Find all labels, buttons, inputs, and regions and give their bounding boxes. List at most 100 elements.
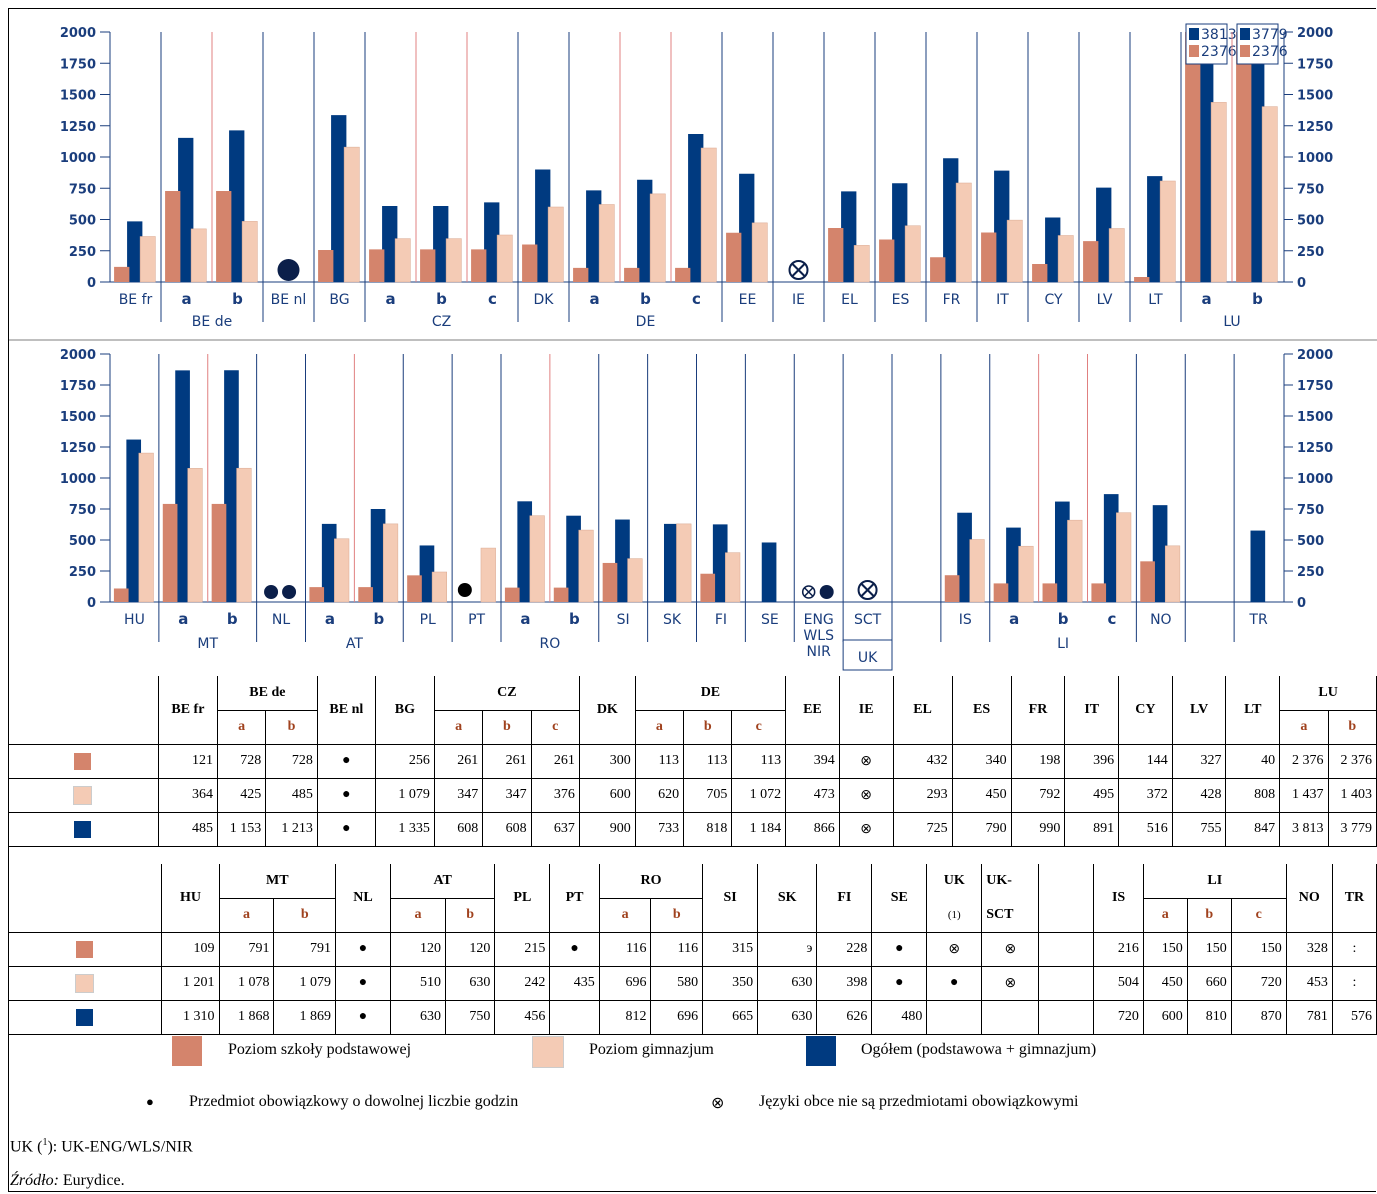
th-dk: DK xyxy=(578,676,636,745)
th-uk-footnote: (1) xyxy=(926,898,983,933)
th-lu: LU xyxy=(1279,676,1377,711)
legend-primary-swatch xyxy=(172,1036,202,1066)
table-cell: 510 xyxy=(389,965,446,1001)
table-cell: 660 xyxy=(1186,965,1232,1001)
bar-total xyxy=(229,130,245,282)
bar-primary xyxy=(993,583,1009,602)
bar-total xyxy=(1103,494,1119,602)
bar-total xyxy=(126,439,142,602)
x-sub-label: c xyxy=(488,290,497,308)
x-group-label: DE xyxy=(636,314,656,330)
bar-primary xyxy=(1185,32,1201,282)
table-cell: 504 xyxy=(1093,965,1144,1001)
dot-marker xyxy=(277,259,300,281)
y-tick-label-right: 750 xyxy=(1297,182,1324,197)
th-sub-b: b xyxy=(482,710,532,745)
bar-primary xyxy=(573,267,589,282)
y-tick-label-right: 1000 xyxy=(1297,151,1333,166)
table-cell: : xyxy=(1331,931,1377,967)
bar-lower-secondary xyxy=(598,204,615,283)
table-cell: 1 868 xyxy=(218,999,275,1035)
bar-primary xyxy=(1042,583,1058,602)
table-cell: 696 xyxy=(598,965,652,1001)
bar-lower-secondary xyxy=(529,515,545,603)
y-tick-label-left: 1500 xyxy=(60,410,96,425)
th-se: SE xyxy=(871,864,928,933)
table-cell: ⊗ xyxy=(838,777,894,813)
table-cell: 116 xyxy=(598,931,652,967)
source-note: Źródło: Eurydice. xyxy=(10,1172,125,1189)
table-cell: 720 xyxy=(1230,965,1287,1001)
table-cell: 608 xyxy=(482,811,532,847)
table-cell: 3 813 xyxy=(1279,811,1329,847)
dot-marker xyxy=(282,585,297,599)
table-cell: 810 xyxy=(1186,999,1232,1035)
table-cell: ● xyxy=(335,931,391,967)
th-sub-c: c xyxy=(530,710,580,745)
bar-primary xyxy=(309,587,325,602)
bar-primary xyxy=(624,267,640,282)
table-cell: ● xyxy=(335,999,391,1035)
x-sub-label: b xyxy=(232,290,243,308)
y-tick-label-right: 1500 xyxy=(1297,410,1333,425)
table-cell: 1 335 xyxy=(374,811,435,847)
bar-lower-secondary xyxy=(480,547,496,603)
th-sub-a: a xyxy=(634,710,685,745)
bar-primary xyxy=(113,588,129,602)
x-tick-label: SI xyxy=(617,612,630,628)
th-sub-b: b xyxy=(650,898,704,933)
th-mt: MT xyxy=(218,864,337,899)
otimes-marker-stroke xyxy=(860,583,875,597)
table-cell: 394 xyxy=(785,743,840,779)
th-lt: LT xyxy=(1225,676,1281,745)
table-row: 1 201 1 078 1 079 ● 510 630 242 435 696 580 350 630… xyxy=(8,965,1377,1001)
table-cell: 1 072 xyxy=(731,777,787,813)
table-cell: 327 xyxy=(1171,743,1227,779)
y-tick-label-left: 0 xyxy=(87,276,96,291)
table-cell: 315 xyxy=(702,931,759,967)
bar-total xyxy=(1147,176,1163,282)
table-cell: 261 xyxy=(482,743,532,779)
y-tick-label-right: 750 xyxy=(1297,503,1324,518)
table-cell: 818 xyxy=(683,811,733,847)
x-tick-label: LV xyxy=(1097,292,1113,308)
table-cell: 1 153 xyxy=(216,811,267,847)
table-cell: 198 xyxy=(1010,743,1066,779)
y-tick-label-left: 0 xyxy=(87,596,96,611)
bar-lower-secondary xyxy=(969,539,985,603)
bar-lower-secondary xyxy=(547,206,564,283)
table-cell: 1 078 xyxy=(218,965,275,1001)
bar-total xyxy=(1152,505,1168,602)
table-cell: 473 xyxy=(785,777,840,813)
y-tick-label-right: 250 xyxy=(1297,565,1324,580)
th-sub-a: a xyxy=(389,898,446,933)
table-cell: 847 xyxy=(1225,811,1281,847)
bar-total xyxy=(615,519,630,602)
bar-primary xyxy=(369,249,385,282)
x-sub-label: b xyxy=(373,610,384,628)
callout-total-value: 3813 xyxy=(1201,27,1237,43)
th-bg: BG xyxy=(374,676,435,745)
bar-lower-secondary xyxy=(627,558,643,603)
dot-legend-label: Przedmiot obowiązkowy o dowolnej liczbie… xyxy=(189,1093,519,1110)
x-tick-label: DK xyxy=(534,292,555,308)
table-cell xyxy=(1038,931,1095,967)
table-cell: 2 376 xyxy=(1279,743,1329,779)
table-cell: 600 xyxy=(1142,999,1188,1035)
table-cell: 216 xyxy=(1093,931,1144,967)
x-tick-label: SE xyxy=(761,612,779,628)
x-tick-label: BE fr xyxy=(119,292,153,308)
x-tick-label: IT xyxy=(996,292,1009,308)
x-sub-label: a xyxy=(1009,610,1019,628)
legend-total-swatch xyxy=(806,1036,836,1066)
table-cell: 728 xyxy=(216,743,267,779)
table-cell: 576 xyxy=(1331,999,1377,1035)
bar-lower-secondary xyxy=(1164,545,1181,603)
bar-lower-secondary xyxy=(1067,519,1083,603)
table-cell: ⊗ xyxy=(926,931,983,967)
th-sub-b: b xyxy=(265,710,318,745)
table-cell: 750 xyxy=(444,999,496,1035)
table-cell: э xyxy=(757,931,818,967)
y-tick-label-right: 2000 xyxy=(1297,348,1333,363)
table-row: 485 1 153 1 213 ● 1 335 608 608 637 900 733 818 1 1… xyxy=(8,811,1377,847)
